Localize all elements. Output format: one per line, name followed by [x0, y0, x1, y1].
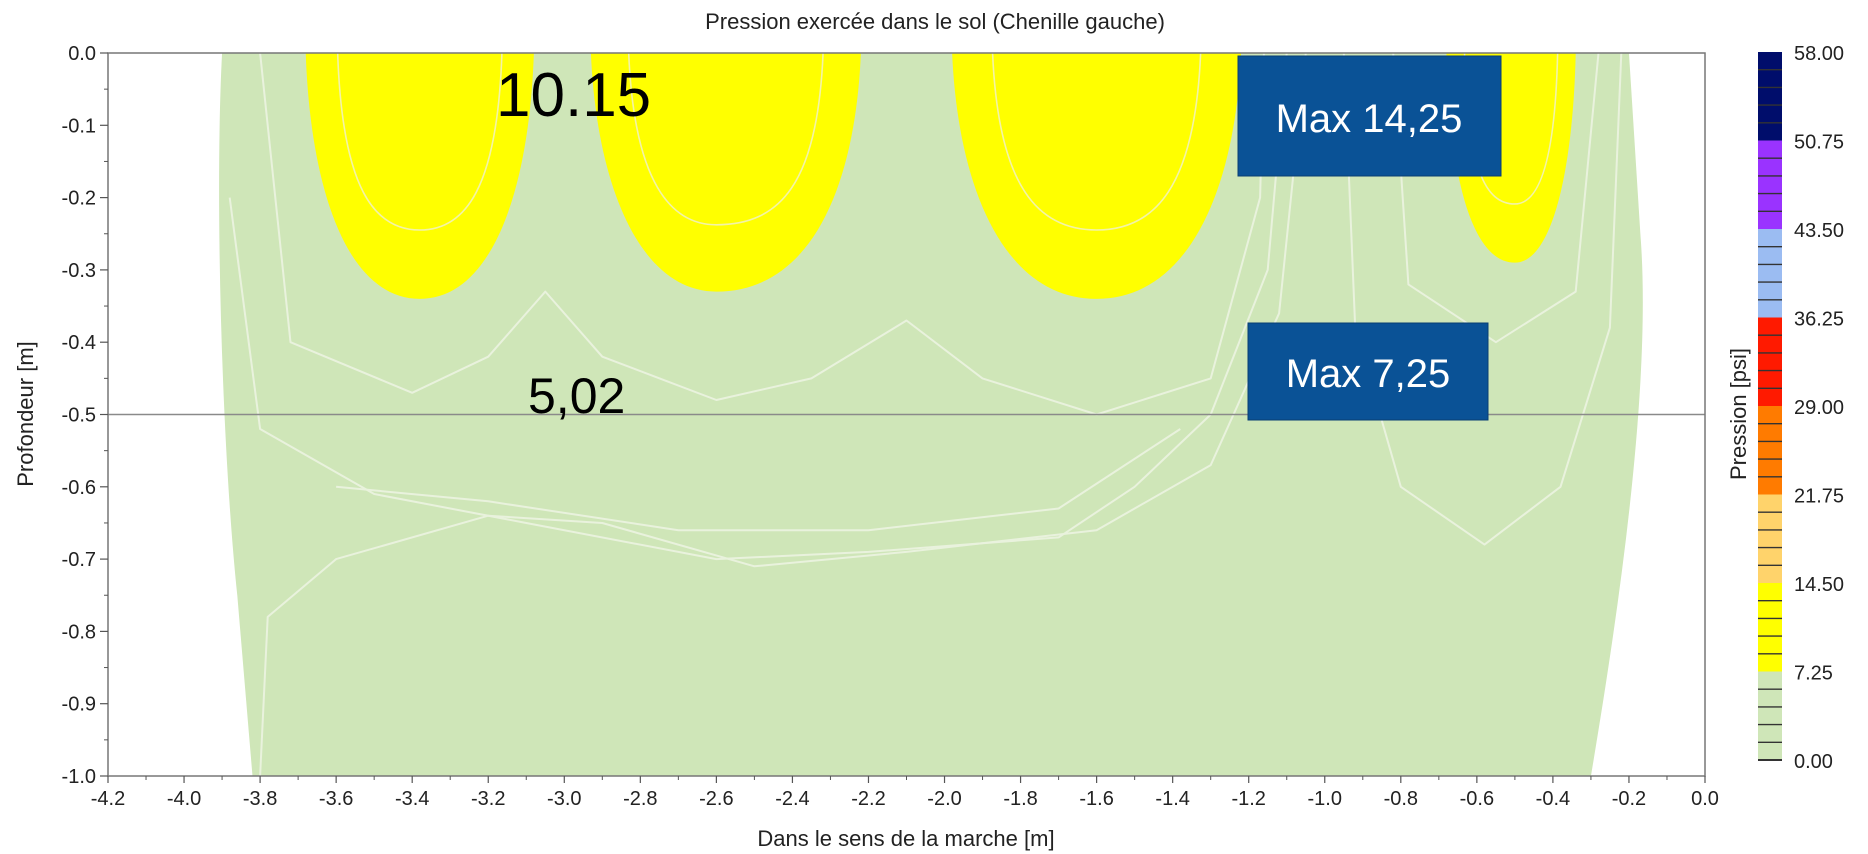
high-pressure-region-1 [305, 53, 534, 299]
x-tick-label: -0.2 [1612, 788, 1646, 810]
y-axis: 0.0 -0.1 -0.2 -0.3 -0.4 -0.5 -0.6 -0.7 -0.8 -0.9 -… [62, 43, 108, 788]
contour-3 [259, 52, 1265, 416]
x-axis: -4.2 -4.0 -3.8 -3.6 -3.4 -3.2 -3.0 -2.8 -2.6 -2.4… [91, 776, 1719, 810]
colorbar-band [1758, 406, 1782, 495]
colorbar-tick-label: 0.00 [1794, 751, 1833, 773]
high-pressure-regions [305, 52, 1576, 299]
annotation-label-top: 10.15 [496, 61, 651, 130]
x-tick-label: -4.2 [91, 788, 125, 810]
y-tick-label: -0.6 [62, 477, 96, 499]
y-tick-label: -0.2 [62, 188, 96, 210]
x-tick-label: -3.2 [471, 788, 505, 810]
colorbar-band [1758, 494, 1782, 583]
high-pressure-contour-2 [627, 52, 824, 226]
colorbar-band [1758, 229, 1782, 318]
high-pressure-region-2 [590, 53, 861, 292]
chart-title: Pression exercée dans le sol (Chenille g… [705, 9, 1165, 34]
colorbar-tick-label: 14.50 [1794, 574, 1844, 596]
x-tick-label: -0.4 [1536, 788, 1570, 810]
x-tick-label: -3.6 [319, 788, 353, 810]
x-axis-title: Dans le sens de la marche [m] [757, 826, 1054, 851]
y-tick-label: -0.4 [62, 332, 96, 354]
x-tick-label: 0.0 [1691, 788, 1719, 810]
colorbar: 58.00 50.75 43.50 36.25 29.00 21.75 14.50 7.25 0… [1758, 43, 1844, 773]
x-tick-label: -0.8 [1384, 788, 1418, 810]
x-tick-label: -3.4 [395, 788, 429, 810]
x-tick-label: -2.6 [699, 788, 733, 810]
annotation-box-top: Max 14,25 [1237, 55, 1502, 177]
x-tick-label: -1.4 [1155, 788, 1189, 810]
x-tick-label: -1.2 [1231, 788, 1265, 810]
colorbar-band [1758, 52, 1782, 141]
contour-6 [336, 428, 1181, 532]
colorbar-band [1758, 317, 1782, 406]
colorbar-tick-label: 7.25 [1794, 663, 1833, 685]
colorbar-band [1758, 140, 1782, 229]
x-tick-label: -1.8 [1003, 788, 1037, 810]
x-tick-label: -3.0 [547, 788, 581, 810]
x-tick-label: -1.0 [1308, 788, 1342, 810]
contour-5 [1392, 52, 1600, 344]
annotation-box-top-text: Max 14,25 [1276, 97, 1463, 141]
contour-2 [228, 52, 1288, 561]
colorbar-band [1758, 583, 1782, 672]
x-tick-label: -3.8 [243, 788, 277, 810]
y-axis-title: Profondeur [m] [13, 341, 38, 487]
y-tick-label: -0.3 [62, 260, 96, 282]
x-tick-label: -1.6 [1079, 788, 1113, 810]
x-tick-label: -2.4 [775, 788, 809, 810]
annotation-label-mid: 5,02 [528, 368, 625, 424]
colorbar-tick-label: 58.00 [1794, 43, 1844, 65]
colorbar-title: Pression [psi] [1726, 348, 1751, 480]
colorbar-tick-label: 43.50 [1794, 220, 1844, 242]
high-pressure-contour-1 [336, 52, 503, 231]
colorbar-band [1758, 671, 1782, 760]
colorbar-tick-label: 50.75 [1794, 132, 1844, 154]
y-tick-label: -0.5 [62, 405, 96, 427]
y-tick-label: -1.0 [62, 766, 96, 788]
x-tick-label: -0.6 [1460, 788, 1494, 810]
x-tick-label: -2.0 [927, 788, 961, 810]
high-pressure-contour-3 [991, 52, 1202, 231]
colorbar-tick-label: 36.25 [1794, 309, 1844, 331]
high-pressure-region-3 [952, 53, 1242, 299]
x-tick-label: -2.8 [623, 788, 657, 810]
y-tick-label: -0.9 [62, 694, 96, 716]
annotations: 10.15 5,02 Max 14,25 Max 7,25 [496, 55, 1502, 424]
chart-title-group: Pression exercée dans le sol (Chenille g… [705, 9, 1165, 34]
y-tick-label: -0.7 [62, 549, 96, 571]
y-tick-label: 0.0 [68, 43, 96, 65]
annotation-box-mid: Max 7,25 [1247, 322, 1489, 421]
colorbar-tick-label: 21.75 [1794, 486, 1844, 508]
x-tick-label: -4.0 [167, 788, 201, 810]
y-tick-label: -0.8 [62, 621, 96, 643]
x-tick-label: -2.2 [851, 788, 885, 810]
colorbar-tick-label: 29.00 [1794, 397, 1844, 419]
y-tick-label: -0.1 [62, 115, 96, 137]
annotation-box-mid-text: Max 7,25 [1286, 352, 1451, 396]
